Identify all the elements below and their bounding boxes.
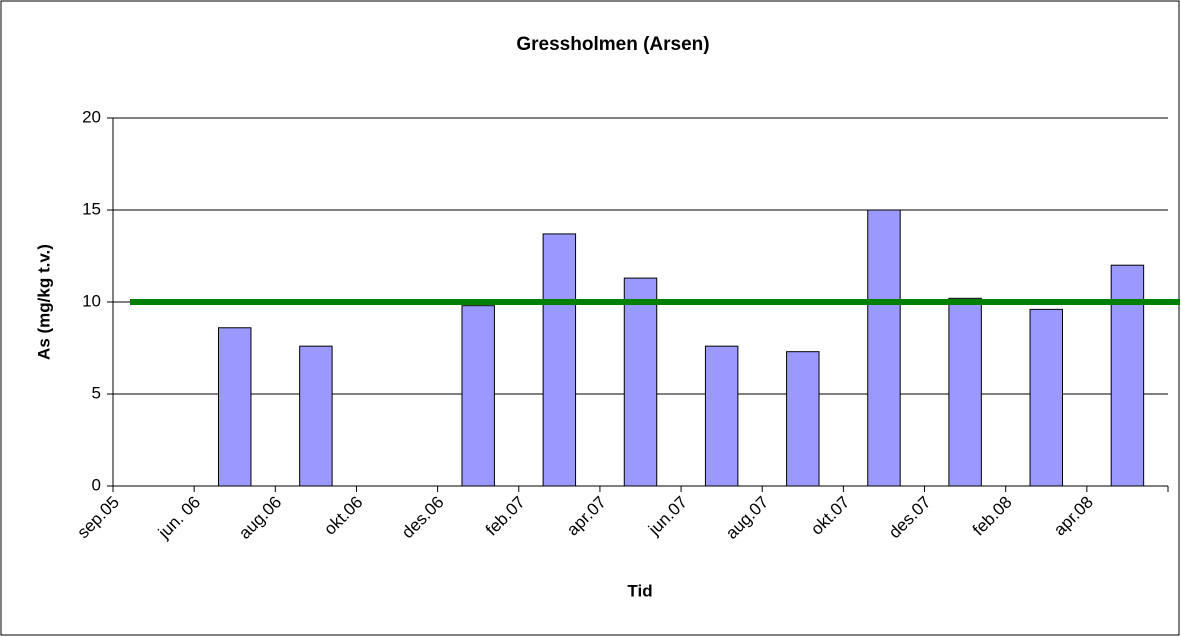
bar (1110, 264, 1145, 487)
bar (786, 351, 820, 487)
x-axis-label: Tid (627, 581, 652, 600)
bar (623, 277, 658, 487)
bar (867, 209, 901, 487)
y-tick-label: 0 (92, 475, 101, 494)
bar (542, 233, 577, 487)
bar (299, 345, 333, 487)
bar (948, 297, 982, 487)
bar (218, 327, 252, 487)
bar (704, 345, 739, 487)
bar (1029, 308, 1063, 487)
y-tick-label: 5 (92, 383, 101, 402)
y-tick-label: 20 (82, 107, 101, 126)
bar (461, 305, 495, 487)
chart-title: Gressholmen (Arsen) (516, 34, 709, 55)
y-tick-label: 10 (82, 291, 101, 310)
y-axis-label: As (mg/kg t.v.) (34, 244, 53, 360)
y-tick-label: 15 (82, 199, 101, 218)
